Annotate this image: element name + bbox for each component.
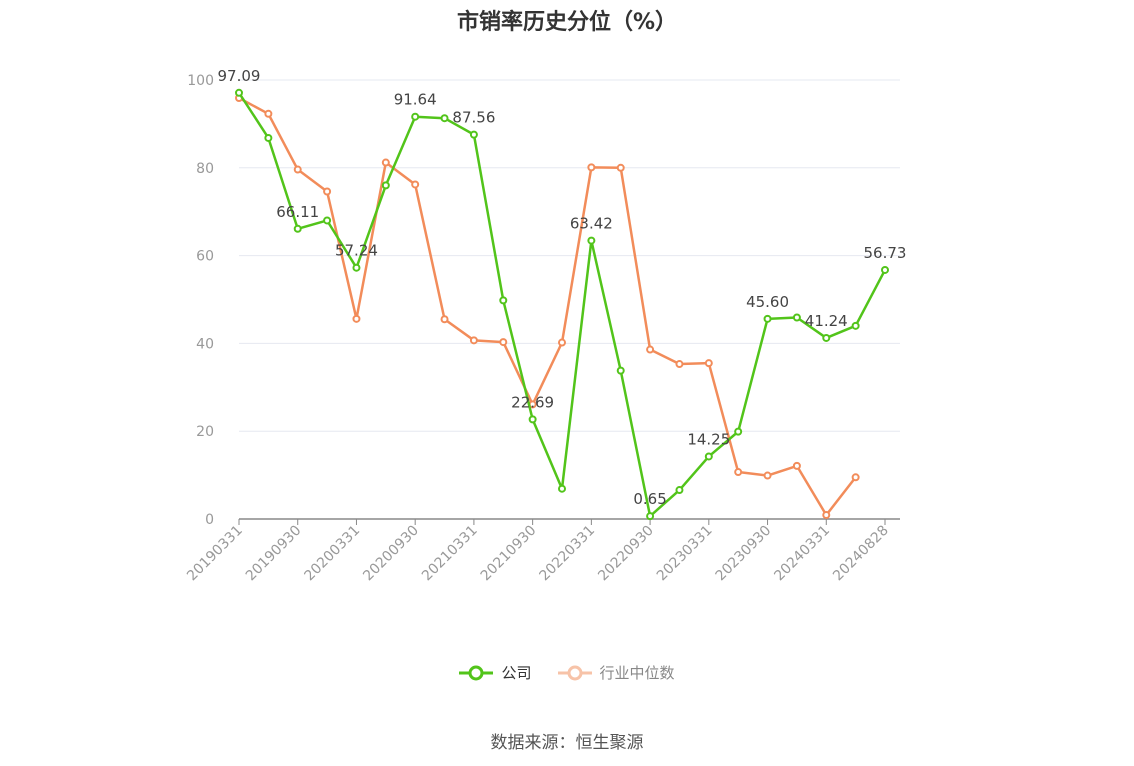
legend-marker-company-icon [459, 665, 494, 680]
data-point-company[interactable] [616, 366, 625, 375]
data-labels: 97.09 66.11 57.24 91.64 87.56 22.69 63.42 0.65 1… [218, 67, 907, 508]
data-point-company[interactable] [499, 296, 508, 305]
x-tick-label: 20200331 [302, 523, 364, 585]
legend-item-industry[interactable]: 行业中位数 [557, 662, 675, 683]
data-label: 91.64 [394, 91, 437, 109]
data-point-company[interactable] [675, 486, 684, 495]
data-point-company[interactable] [352, 263, 361, 272]
chart-title: 市销率历史分位（%） [456, 10, 678, 35]
x-tick-label: 20200930 [360, 523, 422, 585]
data-point-company[interactable] [528, 415, 537, 424]
data-point-industry[interactable] [499, 338, 508, 347]
legend: 公司 行业中位数 [0, 662, 1134, 683]
data-point-company[interactable] [381, 181, 390, 190]
data-point-industry[interactable] [558, 338, 566, 347]
x-tick-label: 20210331 [419, 523, 481, 585]
data-point-company[interactable] [411, 112, 420, 121]
data-point-industry[interactable] [293, 165, 302, 174]
data-label: 22.69 [511, 393, 554, 411]
data-point-industry[interactable] [352, 314, 361, 323]
x-tick-label: 20220930 [595, 523, 657, 585]
x-tick-label: 20210930 [478, 523, 540, 585]
data-point-industry[interactable] [675, 360, 684, 369]
data-point-industry[interactable] [587, 163, 596, 172]
data-label: 57.24 [335, 242, 378, 260]
data-point-industry[interactable] [704, 359, 713, 368]
x-tick-label: 20240331 [771, 523, 833, 585]
data-point-company[interactable] [763, 314, 772, 323]
data-point-industry[interactable] [616, 163, 625, 172]
data-label: 66.11 [276, 203, 319, 221]
y-tick-label: 60 [196, 249, 214, 265]
data-point-company[interactable] [646, 512, 655, 521]
data-point-industry[interactable] [851, 473, 860, 482]
data-label: 87.56 [452, 109, 495, 127]
data-point-company[interactable] [264, 133, 273, 142]
data-point-industry[interactable] [763, 471, 772, 480]
x-tick-label: 20230930 [713, 523, 775, 585]
data-label: 0.65 [633, 490, 666, 508]
legend-label-company: 公司 [501, 664, 532, 682]
data-label: 41.24 [805, 312, 848, 330]
y-tick-label: 20 [196, 424, 214, 440]
y-tick-label: 80 [196, 161, 214, 177]
data-point-company[interactable] [851, 321, 860, 330]
data-point-company[interactable] [293, 224, 302, 233]
data-label: 63.42 [570, 215, 613, 233]
data-point-industry[interactable] [646, 345, 655, 354]
data-point-company[interactable] [440, 114, 449, 123]
data-label: 45.60 [746, 293, 789, 311]
data-point-industry[interactable] [822, 511, 831, 520]
data-point-company[interactable] [734, 427, 743, 436]
y-tick-label: 0 [205, 512, 214, 528]
data-point-company[interactable] [881, 265, 889, 274]
x-tick-label: 20230331 [654, 523, 716, 585]
series-lines [235, 88, 889, 521]
data-point-company[interactable] [235, 88, 243, 97]
y-tick-label: 40 [196, 336, 214, 352]
data-point-company[interactable] [792, 313, 801, 322]
axes: 0 20 40 60 80 100 2019033120190930202003312020… [184, 73, 900, 584]
data-point-company[interactable] [704, 452, 713, 461]
y-tick-label: 100 [187, 73, 214, 89]
data-point-industry[interactable] [469, 336, 478, 345]
data-point-industry[interactable] [792, 461, 801, 470]
data-point-company[interactable] [558, 484, 566, 493]
data-point-industry[interactable] [264, 109, 273, 118]
x-tick-label: 20190930 [243, 523, 305, 585]
data-point-industry[interactable] [323, 187, 332, 196]
x-tick-label: 20190331 [184, 523, 246, 585]
data-label: 56.73 [864, 244, 907, 262]
data-point-company[interactable] [323, 216, 332, 225]
x-tick-label: 20240828 [830, 523, 892, 585]
data-label: 14.25 [687, 430, 730, 448]
data-point-company[interactable] [469, 130, 478, 139]
x-tick-label: 20220331 [536, 523, 598, 585]
data-point-industry[interactable] [734, 468, 743, 477]
data-point-company[interactable] [587, 236, 596, 245]
data-source: 数据来源：恒生聚源 [490, 733, 644, 753]
data-point-industry[interactable] [381, 158, 390, 167]
legend-label-industry: 行业中位数 [599, 664, 675, 682]
series-line-industry [238, 96, 857, 517]
data-point-company[interactable] [822, 333, 831, 342]
data-point-industry[interactable] [440, 315, 449, 324]
data-label: 97.09 [218, 67, 261, 85]
legend-marker-industry-icon [557, 665, 592, 680]
legend-item-company[interactable]: 公司 [459, 662, 532, 683]
data-point-industry[interactable] [411, 180, 420, 189]
